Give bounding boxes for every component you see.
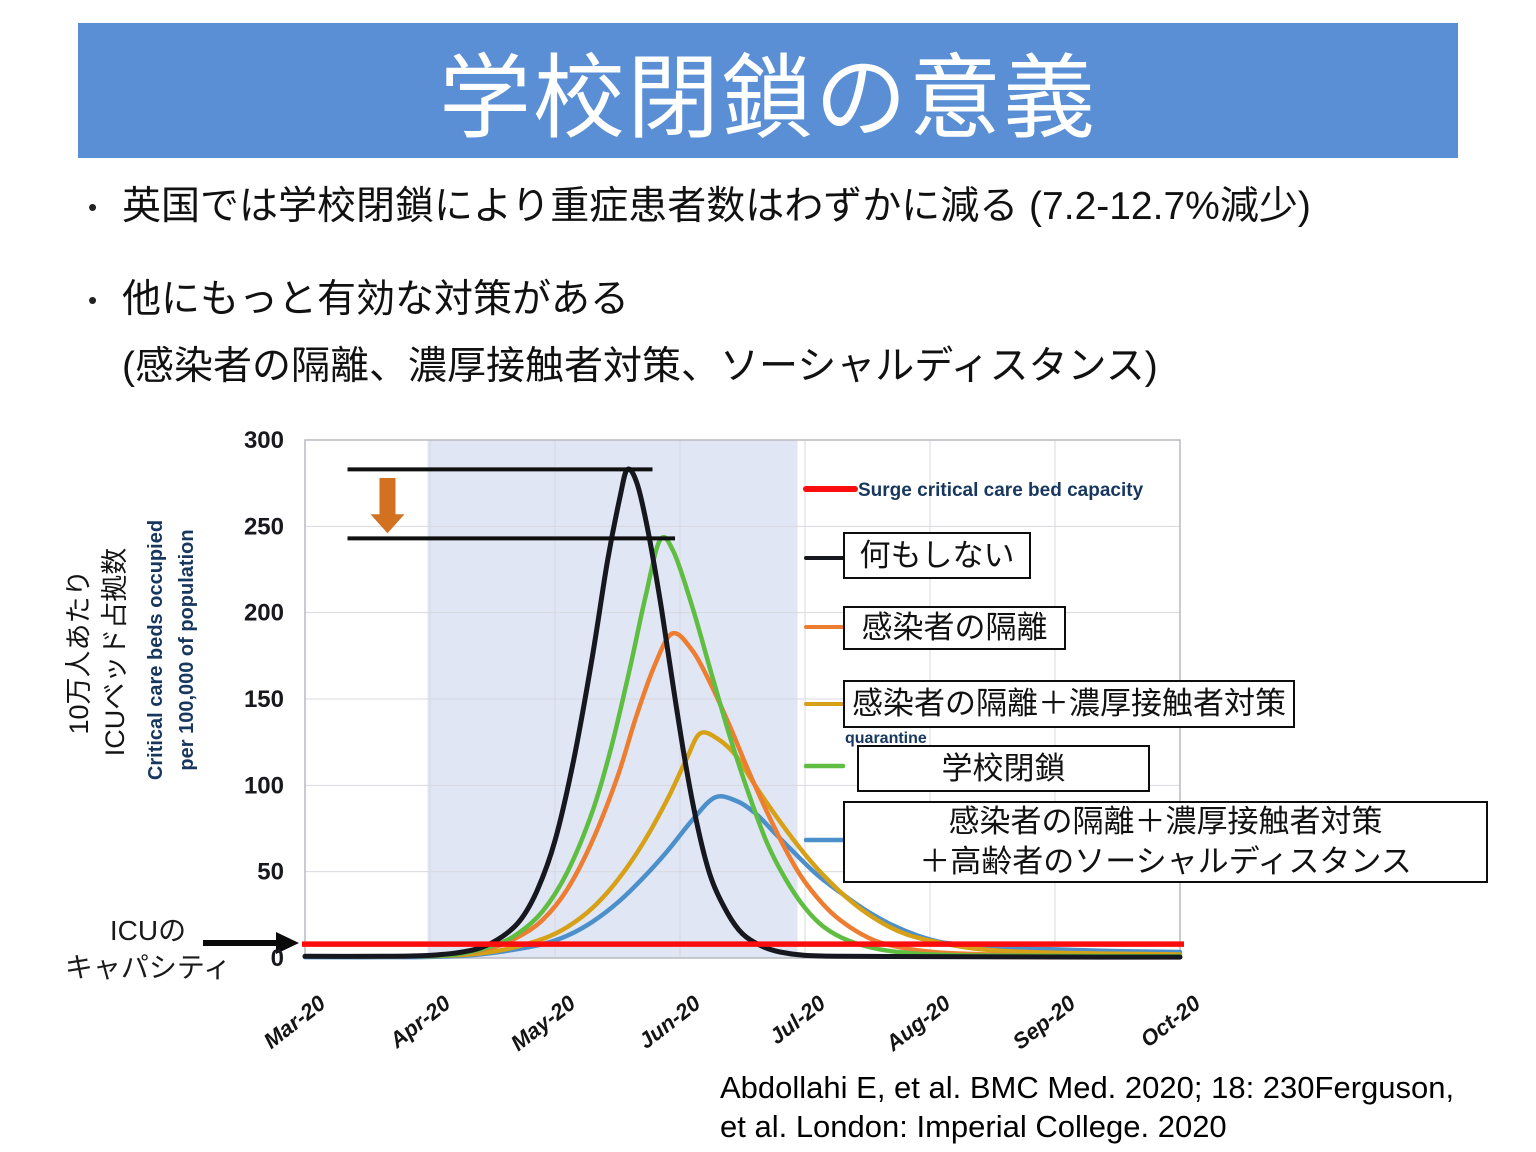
- page-title: 学校閉鎖の意義: [438, 48, 1097, 150]
- bullet-1-text: 英国では学校閉鎖により重症患者数はわずかに減る (7.2-12.7%減少): [122, 185, 1311, 228]
- curve-case-isolation: [302, 630, 1183, 959]
- x-tick-label: Aug-20: [880, 990, 956, 1057]
- y-axis-en-line2: per 100,000 of population: [176, 529, 198, 771]
- bullet-marker: •: [88, 192, 98, 222]
- legend-box-school-closure: 学校閉鎖: [857, 745, 1150, 792]
- bullet-marker: •: [88, 285, 98, 315]
- x-tick-label: May-20: [506, 990, 581, 1056]
- y-axis-en-line1: Critical care beds occupied: [145, 519, 167, 781]
- legend-label-combo-line1: 感染者の隔離＋濃厚接触者対策: [948, 804, 1383, 839]
- legend-label-case-isolation: 感染者の隔離: [861, 610, 1048, 645]
- citation-line1: Abdollahi E, et al. BMC Med. 2020; 18: 2…: [720, 1070, 1455, 1105]
- x-tick-label: Jul-20: [765, 990, 831, 1049]
- x-tick-label: Oct-20: [1136, 990, 1206, 1052]
- y-tick-label: 0: [271, 945, 284, 972]
- x-tick-label: Apr-20: [384, 990, 456, 1054]
- bullet-2-text: 他にもっと有効な対策がある: [122, 278, 630, 321]
- curve-do-nothing: [302, 466, 1183, 960]
- legend-label-school-closure: 学校閉鎖: [941, 750, 1066, 786]
- y-axis-jp-line2: ICUベッド占拠数: [100, 547, 130, 757]
- surge-legend-label: Surge critical care bed capacity: [858, 480, 1144, 501]
- legend-box-isolation-contact: 感染者の隔離＋濃厚接触者対策: [843, 680, 1295, 728]
- icu-pointer-arrow-icon: [203, 932, 299, 954]
- covered-legend-remnant: quarantine: [845, 730, 927, 747]
- x-tick-label: Mar-20: [259, 990, 331, 1054]
- reduction-arrow-icon: [370, 477, 405, 534]
- curve-school-closure: [302, 534, 1183, 959]
- citation-line2: et al. London: Imperial College. 2020: [720, 1109, 1227, 1144]
- legend-label-isolation-contact: 感染者の隔離＋濃厚接触者対策: [852, 686, 1286, 721]
- legend-box-do-nothing: 何もしない: [843, 532, 1031, 579]
- y-tick-label: 250: [244, 513, 284, 540]
- y-tick-label: 100: [244, 772, 284, 799]
- icu-capacity-callout: ICUの キャパシティ: [62, 912, 234, 986]
- y-tick-label: 50: [257, 859, 284, 886]
- y-tick-label: 150: [244, 686, 284, 713]
- citation: Abdollahi E, et al. BMC Med. 2020; 18: 2…: [720, 1068, 1454, 1146]
- bullet-2: • 他にもっと有効な対策がある: [88, 276, 629, 324]
- bullet-2-detail: (感染者の隔離、濃厚接触者対策、ソーシャルディスタンス): [122, 345, 1158, 388]
- legend-label-do-nothing: 何もしない: [859, 537, 1015, 573]
- y-tick-label: 300: [244, 427, 284, 454]
- y-axis-jp-line1: 10万人あたり: [64, 569, 94, 735]
- x-tick-label: Jun-20: [634, 990, 706, 1054]
- y-tick-label: 200: [244, 600, 284, 627]
- y-axis-label-japanese: 10万人あたり ICUベッド占拠数: [61, 452, 133, 852]
- x-tick-label: Sep-20: [1008, 990, 1081, 1055]
- slide-header: 学校閉鎖の意義: [78, 23, 1458, 158]
- legend-box-case-isolation: 感染者の隔離: [843, 606, 1066, 650]
- icu-capacity-line2: キャパシティ: [64, 952, 232, 983]
- bullet-1: • 英国では学校閉鎖により重症患者数はわずかに減る (7.2-12.7%減少): [88, 183, 1311, 231]
- legend-box-combo: 感染者の隔離＋濃厚接触者対策 ＋高齢者のソーシャルディスタンス: [843, 801, 1488, 883]
- y-axis-label-english: Critical care beds occupied per 100,000 …: [141, 500, 203, 800]
- legend-label-combo-line2: ＋高齢者のソーシャルディスタンス: [919, 844, 1412, 879]
- icu-capacity-line1: ICUの: [109, 915, 187, 946]
